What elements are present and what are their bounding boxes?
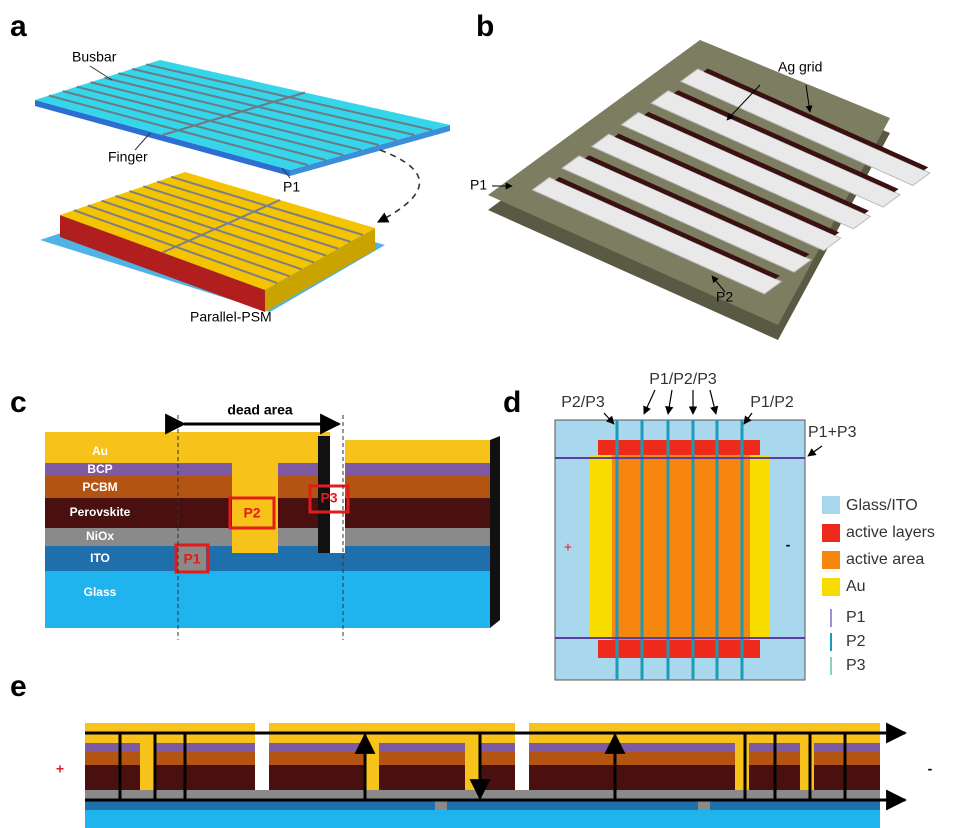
label: NiOx — [86, 529, 114, 543]
shape — [85, 765, 880, 790]
panel-a: Busbar Finger P1 Parallel-PSM — [35, 49, 450, 325]
label: active layers — [846, 524, 935, 541]
label: P2 — [846, 633, 866, 650]
label: P2 — [243, 505, 260, 521]
legend: Glass/ITO active layers active area Au P… — [822, 496, 935, 675]
label: P3 — [846, 657, 866, 674]
shape — [612, 455, 750, 640]
shape — [85, 743, 880, 752]
label: P2 — [716, 289, 733, 305]
panel-b: Ag grid P1 P2 — [470, 40, 930, 340]
shape — [808, 446, 822, 456]
figure: a b c d e Busbar Finger P1 Parallel-PSM … — [0, 0, 969, 828]
shape — [140, 743, 154, 790]
label: c — [10, 386, 27, 419]
shape — [378, 150, 420, 222]
label: d — [503, 386, 521, 419]
label: b — [476, 10, 494, 43]
shape — [822, 524, 840, 542]
label: ITO — [90, 551, 110, 565]
label: P1+P3 — [808, 424, 857, 441]
label: - — [786, 537, 791, 553]
label: dead area — [227, 402, 293, 418]
label: P1 — [283, 179, 300, 195]
shape — [490, 436, 500, 628]
label: Glass — [84, 585, 117, 599]
shape — [710, 390, 716, 414]
label: Au — [846, 578, 866, 595]
label: + — [564, 539, 572, 555]
shape — [35, 60, 450, 170]
shape — [90, 66, 112, 80]
label: Glass/ITO — [846, 497, 918, 514]
shape — [800, 743, 814, 790]
label: P1/P2 — [750, 394, 794, 411]
shape — [135, 133, 150, 150]
label: Perovskite — [70, 505, 131, 519]
label: P1/P2/P3 — [649, 371, 717, 388]
label: P2/P3 — [561, 394, 605, 411]
label: Au — [92, 444, 108, 458]
label: a — [10, 10, 27, 43]
label: e — [10, 670, 27, 703]
shape — [735, 743, 749, 790]
label: Finger — [108, 149, 148, 165]
label: BCP — [87, 462, 112, 476]
label: Parallel-PSM — [190, 309, 272, 325]
label: - — [928, 761, 933, 777]
shape — [85, 810, 880, 828]
panel-d: P2/P3 P1/P2/P3 P1/P2 P1+P3 + - Glass/ITO… — [555, 371, 935, 680]
shape — [45, 571, 490, 628]
panel-c: dead area Au BCP PCBM Perovskite NiOx IT… — [45, 402, 500, 640]
label: P1 — [183, 551, 200, 567]
shape — [85, 752, 880, 765]
label: PCBM — [82, 480, 117, 494]
label: active area — [846, 551, 924, 568]
label: P1 — [470, 177, 487, 193]
label: + — [56, 761, 64, 777]
panel-e: + - — [56, 723, 933, 828]
shape — [465, 743, 479, 790]
shape — [822, 496, 840, 514]
label: Busbar — [72, 49, 117, 65]
shape — [822, 551, 840, 569]
label: P3 — [320, 490, 337, 506]
shape — [644, 390, 655, 414]
shape — [668, 390, 672, 414]
shape — [365, 743, 379, 790]
label: Ag grid — [778, 59, 822, 75]
label: P1 — [846, 609, 866, 626]
shape — [345, 440, 490, 463]
shape — [822, 578, 840, 596]
